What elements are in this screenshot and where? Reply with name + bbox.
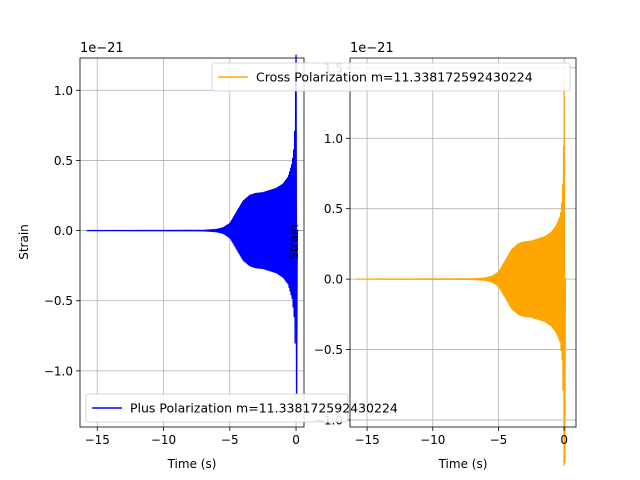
cross-polarization-subplot: −15−10−50 −1.0−0.50.00.51.01.5 1e−21 Tim… <box>287 41 577 471</box>
right-gridlines <box>350 58 576 427</box>
left-series-line <box>86 54 299 395</box>
left-axes-frame <box>79 57 305 428</box>
right-legend-box <box>211 62 571 92</box>
right-axes-frame <box>349 57 577 428</box>
left-x-tick-label: −5 <box>221 433 239 447</box>
right-legend: Cross Polarization m=11.338172592430224 <box>211 62 571 92</box>
left-legend-box <box>85 393 349 423</box>
right-series-line <box>356 81 567 466</box>
right-x-ticks: −15 −10 −5 0 <box>354 427 568 447</box>
left-y-tick-label: −1.0 <box>44 364 73 378</box>
plus-polarization-subplot: −15 −10 −5 0 −1.0 −0.5 0.0 0.5 1.0 1e−21 Time (… <box>17 41 305 471</box>
right-x-tick-label: −10 <box>420 433 445 447</box>
right-y-tick-label: 0.0 <box>324 273 343 287</box>
left-x-ticks: −15 −10 −5 0 <box>85 427 300 447</box>
right-y-tick-label: −0.5 <box>314 343 343 357</box>
right-x-tick-label: 0 <box>560 433 568 447</box>
right-legend-label: Cross Polarization m=11.338172592430224 <box>256 70 533 85</box>
left-legend-label: Plus Polarization m=11.338172592430224 <box>130 401 398 416</box>
left-x-tick-label: −10 <box>151 433 176 447</box>
left-x-tick-label: 0 <box>292 433 300 447</box>
left-y-tick-label: 0.5 <box>54 154 73 168</box>
left-legend: Plus Polarization m=11.338172592430224 <box>85 393 398 423</box>
right-x-tick-label: −5 <box>490 433 508 447</box>
right-y-axis-label: Strain <box>287 224 301 260</box>
right-y-tick-label: 1.0 <box>324 132 343 146</box>
left-y-tick-label: 0.0 <box>54 224 73 238</box>
left-x-tick-label: −15 <box>85 433 110 447</box>
right-series-group <box>356 81 567 466</box>
left-series-group <box>86 54 299 395</box>
left-offset-text: 1e−21 <box>80 41 124 56</box>
right-y-tick-label: 0.5 <box>324 202 343 216</box>
right-x-axis-label: Time (s) <box>438 457 488 471</box>
left-y-ticks: −1.0 −0.5 0.0 0.5 1.0 <box>44 84 80 378</box>
left-y-tick-label: −0.5 <box>44 294 73 308</box>
right-offset-text: 1e−21 <box>350 41 394 56</box>
left-x-axis-label: Time (s) <box>167 457 217 471</box>
right-x-tick-label: −15 <box>354 433 379 447</box>
left-y-tick-label: 1.0 <box>54 84 73 98</box>
left-y-axis-label: Strain <box>17 224 31 260</box>
